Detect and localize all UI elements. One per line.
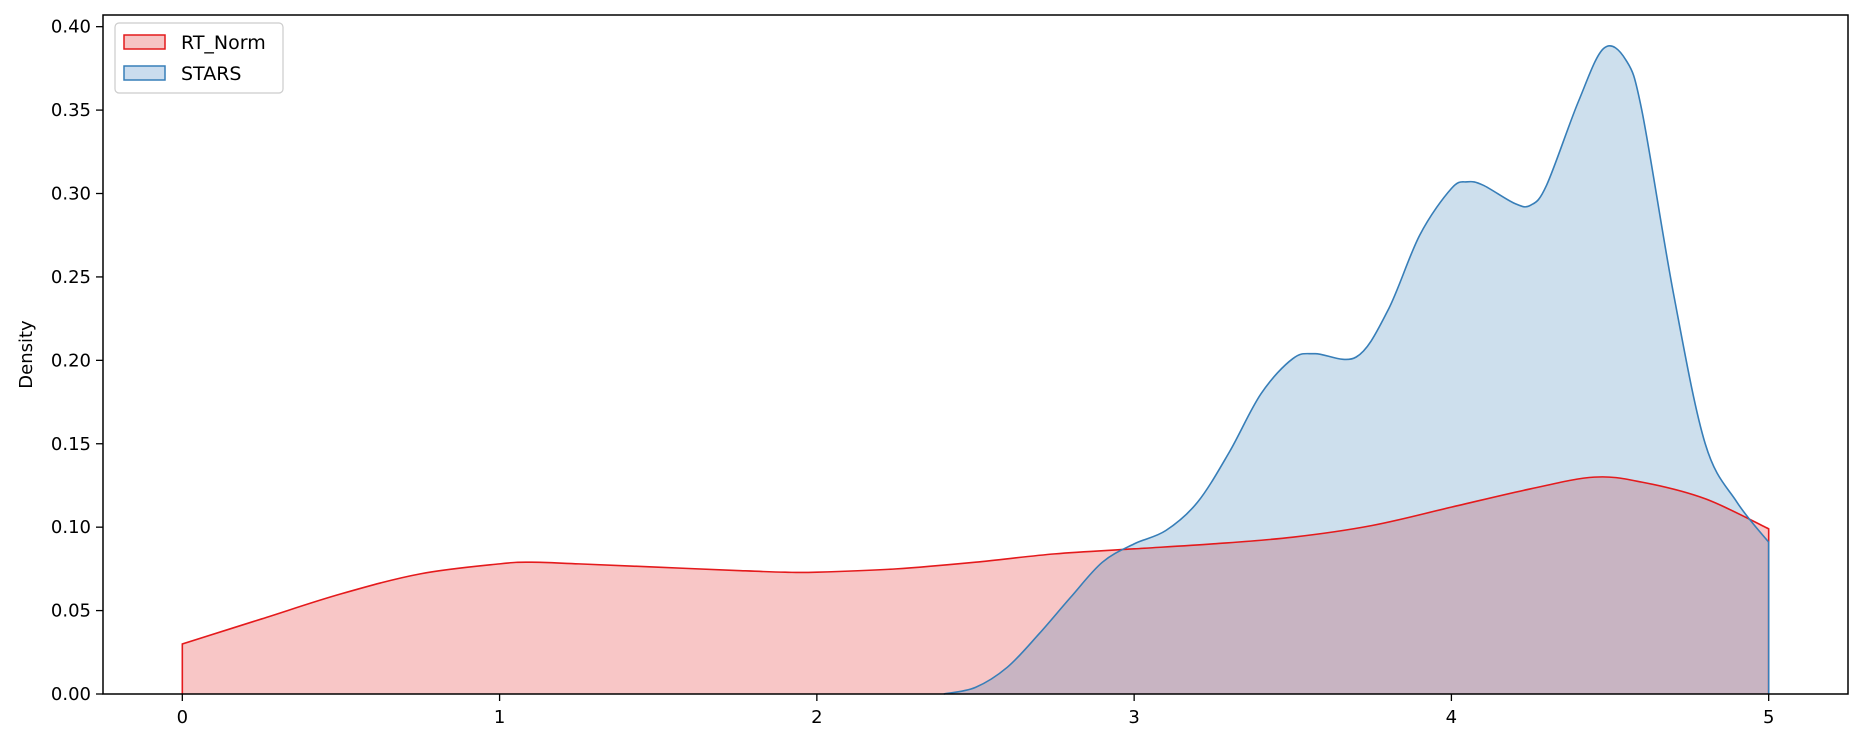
series-line-rt-norm bbox=[181, 476, 1770, 694]
y-tick-label: 0.35 bbox=[51, 100, 91, 121]
series-fills bbox=[182, 45, 1769, 695]
series-fill-rt-norm bbox=[182, 476, 1769, 694]
x-tick-label: 2 bbox=[811, 707, 822, 728]
y-tick-label: 0.05 bbox=[51, 601, 91, 622]
y-tick-label: 0.10 bbox=[51, 517, 91, 538]
legend-label-stars: STARS bbox=[181, 63, 241, 85]
y-tick-label: 0.25 bbox=[51, 267, 91, 288]
series-line-stars bbox=[943, 45, 1770, 695]
y-tick-label: 0.40 bbox=[51, 17, 91, 38]
x-axis-ticks: 0 1 2 3 4 5 bbox=[177, 694, 1774, 728]
y-tick-label: 0.15 bbox=[51, 434, 91, 455]
legend-swatch-stars bbox=[123, 65, 166, 81]
x-tick-label: 5 bbox=[1763, 707, 1774, 728]
y-tick-label: 0.30 bbox=[51, 184, 91, 205]
x-tick-label: 4 bbox=[1446, 707, 1457, 728]
x-tick-label: 0 bbox=[177, 707, 188, 728]
series-lines bbox=[181, 45, 1770, 695]
series-fill-stars bbox=[943, 45, 1769, 695]
x-tick-label: 1 bbox=[494, 707, 505, 728]
legend: RT_Norm STARS bbox=[114, 22, 284, 94]
plot-frame bbox=[102, 14, 1849, 695]
legend-swatch-rt-norm bbox=[123, 34, 166, 50]
legend-label-rt-norm: RT_Norm bbox=[181, 32, 266, 54]
y-tick-label: 0.20 bbox=[51, 350, 91, 371]
x-tick-label: 3 bbox=[1128, 707, 1139, 728]
y-axis-ticks: 0.00 0.05 0.10 0.15 0.20 0.25 0.30 0.35 0.40 bbox=[51, 17, 103, 705]
y-axis-label: Density bbox=[16, 320, 37, 389]
y-tick-label: 0.00 bbox=[51, 684, 91, 705]
